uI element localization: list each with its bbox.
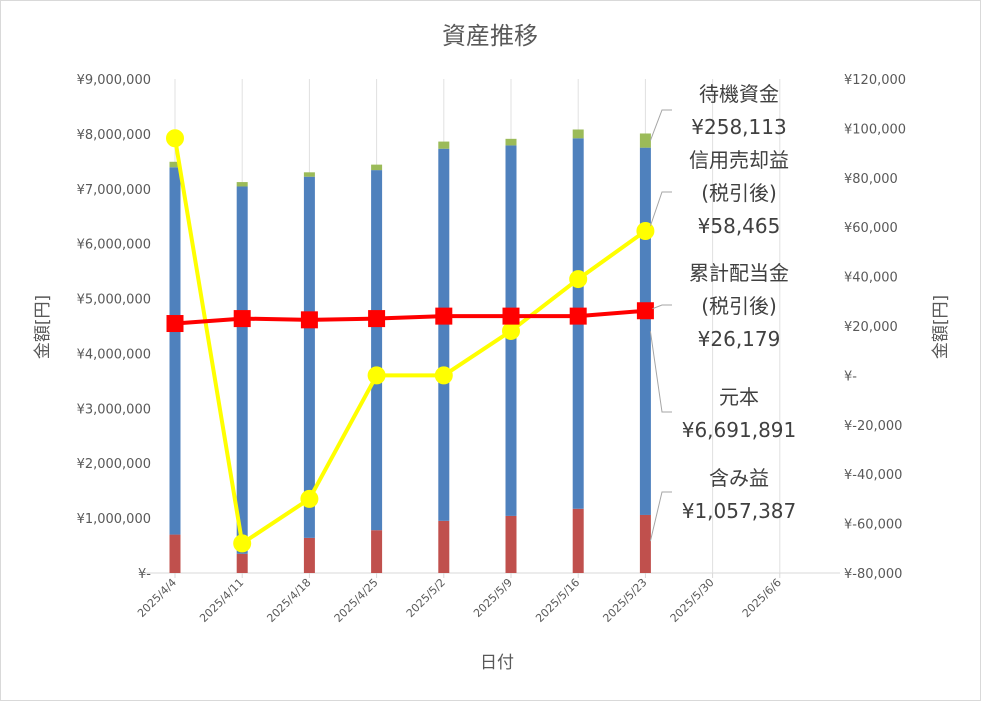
line-point <box>367 366 386 385</box>
bar-segment <box>639 514 651 573</box>
data-label: 含み益 <box>709 466 769 490</box>
data-label: (税引後) <box>701 294 777 318</box>
bar-segment <box>505 138 517 146</box>
bar-segment <box>639 147 651 515</box>
y2-tick-label: ¥-60,000 <box>844 518 902 533</box>
y-tick-label: ¥4,000,000 <box>77 347 151 362</box>
annotations-group: 待機資金 ¥258,113 信用売却益 (税引後) ¥58,465 累計配当金 (税引後) ¥… <box>649 82 797 542</box>
leader-line <box>649 109 672 141</box>
bar-segment <box>236 186 248 554</box>
bar-segment <box>505 515 517 573</box>
y2-tick-label: ¥100,000 <box>844 122 906 137</box>
y-tick-label: ¥- <box>138 567 151 582</box>
line-point <box>300 489 319 508</box>
bar-segment <box>572 508 584 573</box>
line-point <box>502 307 520 325</box>
bar-segment <box>438 148 450 521</box>
data-label: (税引後) <box>701 181 777 205</box>
data-label: 待機資金 <box>699 82 779 106</box>
y-tick-label: ¥8,000,000 <box>77 128 151 143</box>
y-tick-label: ¥3,000,000 <box>77 402 151 417</box>
bar-segment <box>236 182 248 187</box>
line-point <box>636 221 655 240</box>
y2-tick-label: ¥20,000 <box>844 320 898 335</box>
y2-axis-title: 金額[円] <box>931 295 951 359</box>
bar-segment <box>303 537 315 573</box>
data-label: ¥1,057,387 <box>682 499 797 523</box>
lines-group <box>166 129 655 553</box>
y-tick-label: ¥6,000,000 <box>77 238 151 253</box>
leader-line <box>649 331 672 413</box>
x-axis-title: 日付 <box>480 653 514 673</box>
line-point <box>233 534 252 553</box>
y2-tick-label: ¥- <box>844 369 857 384</box>
data-label: ¥58,465 <box>698 214 781 238</box>
bar-segment <box>169 167 181 535</box>
y2-tick-label: ¥60,000 <box>844 221 898 236</box>
series-line <box>174 308 646 326</box>
bar-segment <box>438 141 450 149</box>
leader-line <box>649 491 672 542</box>
y-tick-label: ¥5,000,000 <box>77 293 151 308</box>
bar-segment <box>303 172 315 177</box>
bar-segment <box>572 129 584 139</box>
bar-segment <box>303 176 315 538</box>
bar-segment <box>371 170 383 531</box>
line-point <box>300 311 318 329</box>
y-tick-label: ¥1,000,000 <box>77 512 151 527</box>
bar-segment <box>169 161 181 168</box>
y2-tick-label: ¥80,000 <box>844 172 898 187</box>
y-axis-title: 金額[円] <box>33 295 53 359</box>
line-point <box>434 366 453 385</box>
data-label: 累計配当金 <box>689 261 789 285</box>
line-point <box>569 270 588 289</box>
line-point <box>166 129 184 148</box>
data-label: 元本 <box>719 385 759 409</box>
bar-segment <box>371 164 383 171</box>
line-point <box>636 302 654 320</box>
bar-segment <box>236 553 248 573</box>
data-label: 信用売却益 <box>689 148 789 172</box>
line-point <box>166 315 184 333</box>
line-point <box>569 307 587 325</box>
y2-tick-label: ¥120,000 <box>844 73 906 88</box>
line-point <box>435 307 453 325</box>
series-line <box>173 137 647 546</box>
data-label: ¥26,179 <box>698 327 781 351</box>
data-label: ¥6,691,891 <box>682 418 797 442</box>
bar-segment <box>438 520 450 573</box>
y-tick-label: ¥7,000,000 <box>77 183 151 198</box>
y2-tick-label: ¥-80,000 <box>844 567 902 582</box>
leader-line <box>649 191 672 227</box>
line-point <box>368 310 386 328</box>
y2-tick-label: ¥40,000 <box>844 271 898 286</box>
bar-segment <box>371 530 383 573</box>
leader-line <box>652 304 672 310</box>
line-point <box>502 321 520 340</box>
bar-segment <box>639 133 651 148</box>
chart-title: 資産推移 <box>442 22 538 50</box>
line-point <box>233 310 251 328</box>
bar-segment <box>169 534 181 573</box>
y-tick-label: ¥9,000,000 <box>77 73 151 88</box>
y2-tick-label: ¥-20,000 <box>844 419 902 434</box>
data-label: ¥258,113 <box>691 115 786 139</box>
y-tick-label: ¥2,000,000 <box>77 457 151 472</box>
y2-tick-label: ¥-40,000 <box>844 468 902 483</box>
